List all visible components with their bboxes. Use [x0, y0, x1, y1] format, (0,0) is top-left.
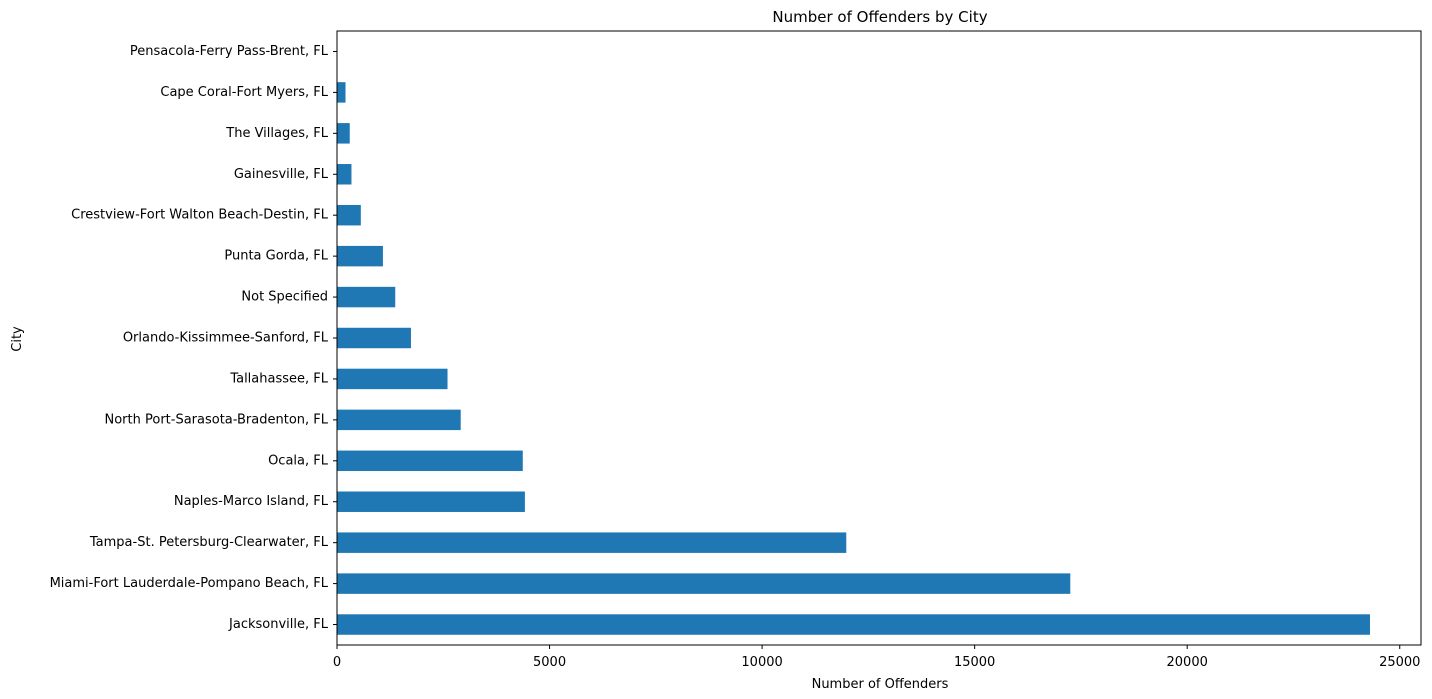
y-axis-title: City [10, 326, 25, 352]
y-tick-label: Naples-Marco Island, FL [174, 494, 329, 509]
x-axis-title: Number of Offenders [812, 677, 949, 692]
y-tick-label: Punta Gorda, FL [224, 249, 328, 264]
bar [337, 409, 461, 431]
bar [337, 532, 847, 553]
bar [337, 164, 352, 185]
y-tick-label: Ocala, FL [268, 453, 329, 468]
y-tick-label: Cape Coral-Fort Myers, FL [160, 85, 328, 100]
y-tick-label: The Villages, FL [225, 126, 328, 141]
x-tick-label: 25000 [1379, 655, 1420, 670]
x-tick-label: 10000 [741, 655, 782, 670]
x-tick-label: 20000 [1167, 655, 1208, 670]
y-tick-label: North Port-Sarasota-Bradenton, FL [105, 412, 329, 427]
bar [337, 614, 1370, 635]
y-tick-label: Pensacola-Ferry Pass-Brent, FL [130, 44, 329, 59]
bar [337, 327, 411, 349]
y-tick-label: Not Specified [241, 290, 328, 305]
bar [337, 368, 448, 390]
bar [337, 286, 396, 308]
y-tick-label: Miami-Fort Lauderdale-Pompano Beach, FL [50, 576, 329, 591]
x-tick-label: 0 [333, 655, 341, 670]
bar [337, 491, 525, 512]
y-tick-label: Jacksonville, FL [228, 617, 329, 632]
y-axis: Jacksonville, FL Miami-Fort Lauderdale-Po… [50, 44, 337, 632]
x-tick-label: 15000 [954, 655, 995, 670]
bar [337, 123, 350, 144]
bar [337, 573, 1071, 594]
x-tick-label: 5000 [533, 655, 566, 670]
y-tick-label: Tampa-St. Petersburg-Clearwater, FL [89, 535, 329, 550]
bar [337, 204, 361, 226]
bars-group [337, 41, 1370, 635]
bar [337, 82, 346, 103]
y-tick-label: Orlando-Kissimmee-Sanford, FL [123, 331, 329, 346]
y-tick-label: Crestview-Fort Walton Beach-Destin, FL [71, 208, 329, 223]
y-tick-label: Gainesville, FL [234, 167, 329, 182]
y-tick-label: Tallahassee, FL [229, 371, 328, 386]
plot-area: Jacksonville, FL Miami-Fort Lauderdale-Po… [50, 30, 1422, 670]
x-axis: 0 5000 10000 15000 20000 25000 [333, 645, 1420, 670]
chart-title: Number of Offenders by City [772, 8, 987, 26]
bar [337, 450, 523, 472]
bar [337, 245, 383, 267]
